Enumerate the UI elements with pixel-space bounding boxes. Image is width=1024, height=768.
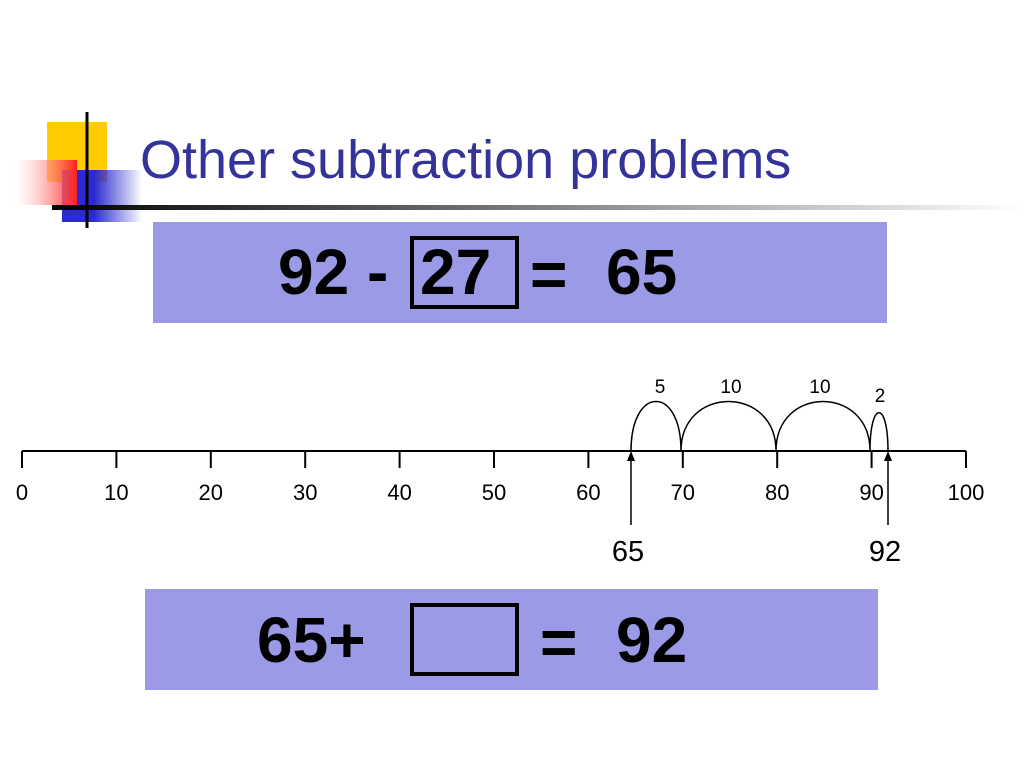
tick-label: 100 [948,480,985,505]
jump-label: 2 [875,386,886,407]
equals: = [540,606,577,678]
answer-box [410,603,519,676]
equation-left: 65+ [257,604,366,676]
equation-left: 92 - [278,236,388,308]
jump-label: 10 [720,377,741,398]
tick-label: 50 [482,480,506,505]
jump-arcs [630,400,889,452]
answer-box [410,236,519,309]
jump-label: 10 [809,377,830,398]
jump-label: 5 [655,377,666,398]
arrow-head [627,451,635,461]
end-label: 92 [869,536,901,568]
tick-label: 40 [387,480,411,505]
title: Other subtraction problems [140,130,791,190]
tick-label: 20 [199,480,223,505]
tick-label: 90 [859,480,883,505]
equals: = [530,238,567,310]
tick-label: 60 [576,480,600,505]
tick-label: 70 [671,480,695,505]
start-label: 65 [612,536,644,568]
tick-label: 0 [16,480,28,505]
equation-result: 65 [606,236,677,308]
arrow-head [884,451,892,461]
number-line: 5 10 10 2 65 92 0 10 20 30 40 50 60 70 80 90 100 [16,377,984,568]
tick-label: 30 [293,480,317,505]
tick-label: 10 [104,480,128,505]
equation-answer: 27 [420,236,491,308]
decoration [15,112,1024,228]
tick-label: 80 [765,480,789,505]
equation-panel [153,222,887,323]
equation-result: 92 [616,604,687,676]
